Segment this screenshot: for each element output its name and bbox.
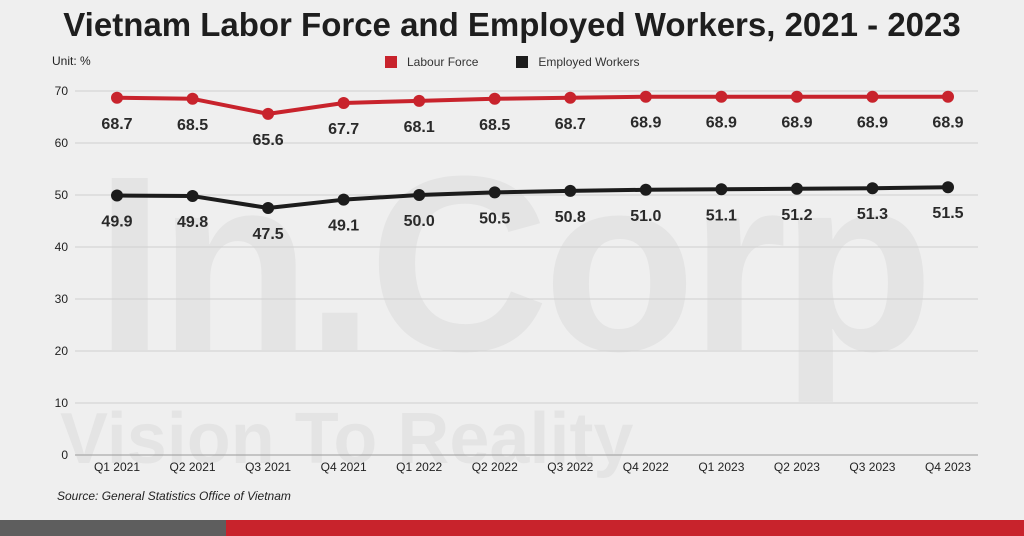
series-line-labour-force (115, 94, 950, 116)
data-label-labour-force: 68.9 (781, 115, 812, 132)
point-employed-workers (790, 182, 803, 195)
data-label-employed-workers: 51.2 (781, 207, 812, 224)
data-label-labour-force: 68.9 (706, 115, 737, 132)
y-tick-label: 10 (55, 396, 69, 410)
data-label-employed-workers: 50.5 (479, 210, 510, 227)
data-label-employed-workers: 51.5 (932, 205, 963, 222)
data-label-employed-workers: 51.3 (857, 206, 888, 223)
x-tick-label: Q4 2022 (623, 460, 669, 474)
point-labour-force (186, 92, 199, 105)
data-label-employed-workers: 49.8 (177, 214, 208, 231)
x-tick-label: Q3 2021 (245, 460, 291, 474)
y-tick-label: 40 (55, 240, 69, 254)
legend: Labour Force Employed Workers (385, 55, 678, 69)
point-employed-workers (111, 189, 123, 202)
point-labour-force (790, 90, 803, 103)
y-tick-label: 60 (55, 136, 69, 150)
data-label-employed-workers: 47.5 (253, 226, 284, 243)
point-labour-force (111, 91, 123, 104)
point-labour-force (715, 90, 728, 103)
y-tick-label: 30 (55, 292, 69, 306)
legend-item-labour-force: Labour Force (385, 55, 478, 69)
point-labour-force (564, 91, 577, 104)
x-tick-label: Q1 2022 (396, 460, 442, 474)
x-tick-label: Q2 2023 (774, 460, 820, 474)
y-tick-label: 50 (55, 188, 69, 202)
x-tick-label: Q1 2023 (698, 460, 744, 474)
footer-bar-gray (0, 520, 226, 536)
point-labour-force (413, 94, 426, 107)
data-label-employed-workers: 49.1 (328, 218, 359, 235)
x-tick-label: Q3 2023 (849, 460, 895, 474)
point-labour-force (337, 96, 350, 109)
point-employed-workers (639, 183, 652, 196)
y-tick-label: 70 (55, 84, 69, 98)
x-tick-label: Q1 2021 (94, 460, 140, 474)
chart-title: Vietnam Labor Force and Employed Workers… (63, 6, 961, 43)
point-labour-force (488, 92, 501, 105)
data-label-labour-force: 68.9 (630, 115, 661, 132)
x-tick-label: Q2 2021 (170, 460, 216, 474)
point-employed-workers (413, 189, 426, 201)
y-tick-label: 0 (61, 448, 68, 462)
legend-label-labour-force: Labour Force (407, 55, 479, 69)
series-line-employed-workers (115, 185, 950, 210)
data-label-labour-force: 67.7 (328, 121, 359, 138)
point-labour-force (866, 90, 879, 103)
x-tick-label: Q4 2023 (925, 460, 971, 474)
data-label-employed-workers: 49.9 (101, 214, 132, 231)
data-label-labour-force: 68.9 (932, 115, 963, 132)
data-label-labour-force: 68.9 (857, 115, 888, 132)
x-tick-label: Q3 2022 (547, 460, 593, 474)
point-employed-workers (942, 181, 954, 194)
point-employed-workers (715, 183, 728, 196)
data-label-labour-force: 68.1 (404, 119, 435, 136)
legend-swatch-labour-force (385, 56, 397, 68)
data-label-employed-workers: 51.1 (706, 207, 737, 224)
data-label-labour-force: 68.7 (101, 116, 132, 133)
legend-swatch-employed-workers (516, 56, 529, 68)
data-label-employed-workers: 50.0 (404, 213, 435, 230)
unit-label: Unit: % (52, 54, 91, 68)
source-note: Source: General Statistics Office of Vie… (57, 489, 291, 503)
point-labour-force (942, 90, 954, 103)
data-label-labour-force: 68.5 (479, 117, 510, 134)
data-label-employed-workers: 51.0 (630, 208, 661, 225)
footer-bar-red (226, 520, 1024, 536)
point-labour-force (639, 90, 652, 103)
data-label-labour-force: 68.5 (177, 117, 208, 134)
point-employed-workers (866, 182, 879, 195)
point-employed-workers (488, 186, 501, 199)
point-employed-workers (564, 184, 577, 197)
point-employed-workers (186, 190, 199, 203)
y-tick-label: 20 (55, 344, 69, 358)
data-label-employed-workers: 50.8 (555, 209, 586, 226)
point-employed-workers (337, 193, 350, 206)
point-employed-workers (262, 202, 275, 214)
x-tick-label: Q4 2021 (321, 460, 367, 474)
x-tick-label: Q2 2022 (472, 460, 518, 474)
data-label-labour-force: 65.6 (253, 132, 284, 149)
point-labour-force (262, 107, 275, 120)
legend-item-employed-workers: Employed Workers (516, 55, 640, 69)
legend-label-employed-workers: Employed Workers (538, 55, 640, 69)
data-label-labour-force: 68.7 (555, 116, 586, 133)
